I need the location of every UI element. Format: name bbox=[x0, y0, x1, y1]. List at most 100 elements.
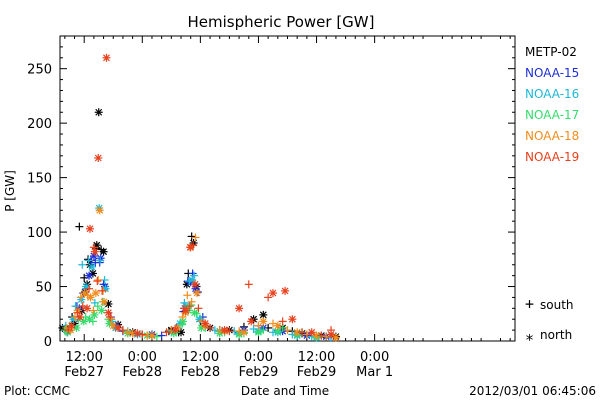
legend-marker-symbol: * bbox=[525, 331, 534, 349]
x-tick-time-label: 0:00 bbox=[360, 350, 389, 365]
north-point bbox=[147, 331, 156, 340]
south-point bbox=[94, 276, 103, 284]
north-point bbox=[312, 331, 321, 340]
south-point bbox=[85, 284, 94, 293]
north-point bbox=[67, 321, 76, 330]
south-point bbox=[138, 330, 147, 339]
legend-series-label: NOAA-18 bbox=[525, 129, 579, 143]
south-point bbox=[78, 260, 87, 269]
north-point bbox=[83, 304, 92, 313]
north-point bbox=[133, 329, 142, 338]
y-tick-label: 200 bbox=[27, 117, 52, 132]
north-point bbox=[259, 317, 268, 326]
south-point bbox=[278, 317, 287, 326]
x-tick-time-label: 12:00 bbox=[65, 350, 102, 365]
north-point bbox=[97, 306, 106, 315]
legend-marker-symbol: + bbox=[525, 295, 534, 313]
footer-timestamp: 2012/03/01 06:45:06 bbox=[469, 384, 596, 398]
legend-series-label: METP-02 bbox=[525, 45, 577, 59]
north-point bbox=[247, 317, 256, 326]
south-point bbox=[187, 232, 196, 241]
north-point bbox=[288, 315, 297, 324]
north-point bbox=[259, 310, 268, 319]
south-point bbox=[235, 327, 244, 336]
legend-marker-label: south bbox=[540, 298, 574, 312]
south-point bbox=[157, 331, 166, 340]
chart-title: Hemispheric Power [GW] bbox=[188, 13, 375, 31]
south-point bbox=[191, 233, 200, 242]
legend-series-label: NOAA-16 bbox=[525, 87, 579, 101]
y-axis-label: P [GW] bbox=[3, 170, 17, 212]
legend-series-label: NOAA-19 bbox=[525, 150, 579, 164]
plot-frame bbox=[59, 35, 516, 342]
x-tick-time-label: 0:00 bbox=[244, 350, 273, 365]
north-point bbox=[181, 306, 190, 315]
south-point bbox=[98, 286, 107, 295]
north-point bbox=[86, 293, 95, 302]
legend-series-label: NOAA-15 bbox=[525, 66, 579, 80]
south-point bbox=[76, 293, 85, 302]
x-tick-date-label: Feb28 bbox=[181, 365, 221, 380]
north-point bbox=[191, 280, 200, 289]
north-point bbox=[171, 326, 180, 335]
north-point bbox=[273, 321, 282, 330]
south-point bbox=[254, 321, 263, 330]
y-tick-label: 150 bbox=[27, 172, 52, 187]
north-point bbox=[192, 289, 201, 298]
x-tick-date-label: Feb29 bbox=[297, 365, 337, 380]
north-point bbox=[273, 327, 282, 336]
y-tick-label: 0 bbox=[44, 335, 52, 350]
north-point bbox=[94, 154, 103, 162]
south-point bbox=[64, 326, 73, 335]
south-point bbox=[206, 323, 215, 332]
south-point bbox=[264, 293, 273, 302]
south-point bbox=[152, 332, 161, 341]
south-point bbox=[187, 297, 196, 306]
x-tick-time-label: 12:00 bbox=[298, 350, 335, 365]
south-point bbox=[185, 302, 194, 311]
north-point bbox=[91, 289, 100, 298]
north-point bbox=[80, 289, 89, 298]
north-point bbox=[114, 323, 123, 332]
north-point bbox=[86, 224, 95, 233]
south-point bbox=[84, 256, 93, 265]
north-point bbox=[186, 243, 195, 252]
x-tick-date-label: Feb28 bbox=[123, 365, 163, 380]
north-point bbox=[94, 108, 103, 117]
north-point bbox=[90, 310, 99, 319]
north-point bbox=[307, 328, 316, 337]
south-point bbox=[283, 326, 292, 335]
south-point bbox=[183, 291, 192, 300]
legend-marker-label: north bbox=[540, 328, 572, 342]
south-point bbox=[96, 256, 105, 265]
north-point bbox=[87, 262, 96, 271]
south-point bbox=[75, 222, 84, 231]
north-point bbox=[268, 289, 277, 298]
x-tick-time-label: 12:00 bbox=[182, 350, 219, 365]
south-point bbox=[244, 280, 253, 289]
south-point bbox=[178, 313, 187, 322]
south-point bbox=[123, 328, 132, 337]
north-point bbox=[235, 304, 244, 313]
south-point bbox=[89, 306, 98, 315]
y-tick-label: 50 bbox=[35, 281, 52, 296]
legend-series-label: NOAA-17 bbox=[525, 108, 579, 122]
south-point bbox=[225, 327, 234, 336]
north-point bbox=[102, 53, 111, 62]
north-point bbox=[190, 308, 199, 317]
north-point bbox=[201, 319, 210, 328]
south-point bbox=[93, 302, 102, 311]
north-point bbox=[85, 271, 94, 280]
x-tick-date-label: Feb27 bbox=[64, 365, 104, 380]
footer-credit: Plot: CCMC bbox=[4, 384, 70, 398]
south-point bbox=[93, 277, 102, 286]
north-point bbox=[327, 330, 336, 339]
south-point bbox=[194, 304, 203, 313]
north-point bbox=[75, 313, 84, 322]
north-point bbox=[99, 247, 108, 256]
north-point bbox=[100, 297, 109, 306]
x-tick-date-label: Feb29 bbox=[239, 365, 279, 380]
x-tick-date-label: Mar 1 bbox=[356, 365, 393, 380]
south-point bbox=[162, 328, 171, 337]
